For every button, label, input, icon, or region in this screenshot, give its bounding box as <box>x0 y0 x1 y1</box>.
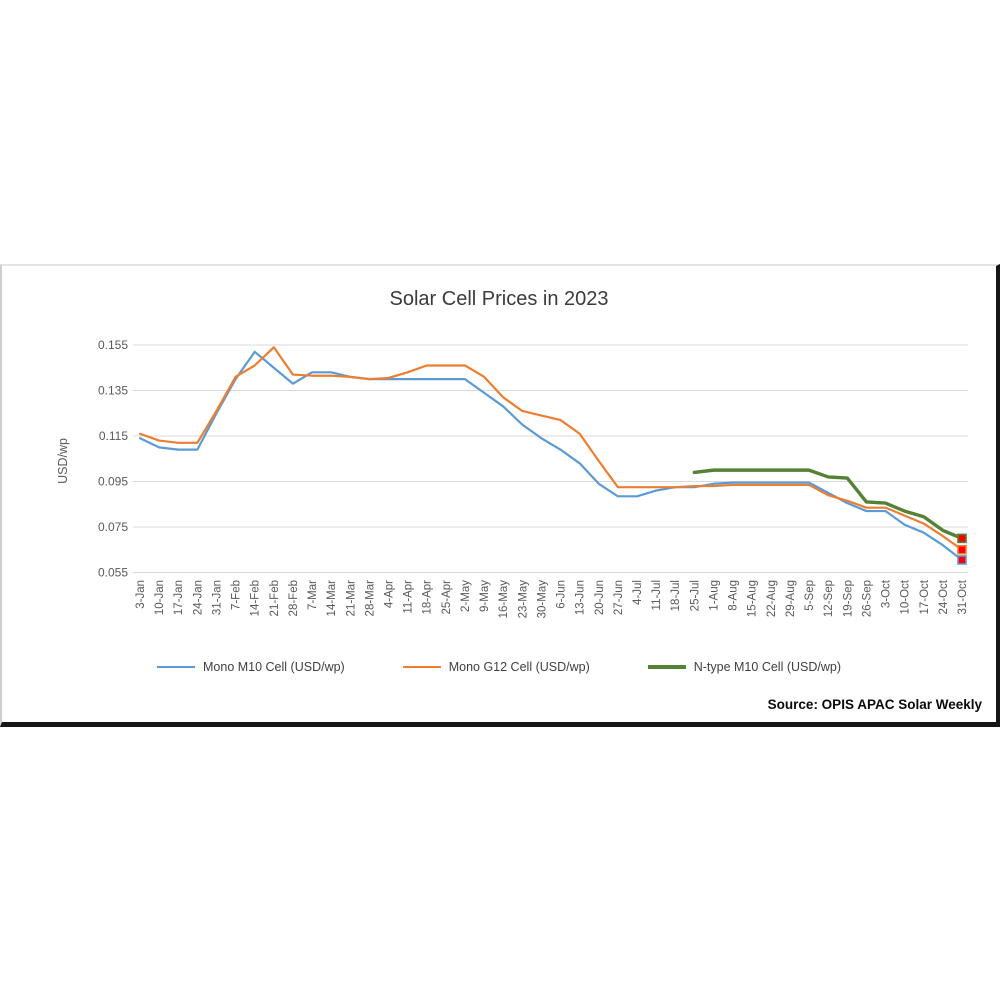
x-tick-label: 10-Jan <box>154 580 166 615</box>
series-end-marker <box>957 544 967 555</box>
series-end-marker <box>957 555 967 565</box>
x-tick-label: 2-May <box>460 580 472 612</box>
y-tick-label: 0.055 <box>98 566 128 580</box>
x-tick-label: 25-Jul <box>689 580 701 611</box>
x-tick-label: 12-Sep <box>823 580 835 617</box>
y-tick-label: 0.095 <box>98 475 128 489</box>
x-tick-label: 18-Jul <box>670 580 682 611</box>
x-tick-label: 16-May <box>498 580 510 619</box>
chart-title: Solar Cell Prices in 2023 <box>389 288 609 310</box>
x-tick-label: 28-Mar <box>364 580 376 617</box>
x-tick-label: 1-Aug <box>708 580 720 611</box>
x-tick-label: 30-May <box>536 580 548 619</box>
x-tick-label: 21-Feb <box>269 580 281 616</box>
legend-line-swatch <box>647 665 686 669</box>
x-tick-label: 6-Jun <box>556 580 568 609</box>
series-line-mono-g12-cell-usd-wp <box>138 346 964 551</box>
x-tick-label: 24-Jan <box>192 580 204 615</box>
y-tick-label: 0.115 <box>99 429 128 443</box>
x-tick-label: 17-Jan <box>173 580 185 615</box>
x-tick-label: 4-Jul <box>632 580 644 605</box>
x-tick-label: 27-Jun <box>613 580 625 615</box>
x-tick-label: 24-Oct <box>938 579 950 614</box>
x-tick-label: 22-Aug <box>766 580 778 617</box>
x-tick-label: 8-Aug <box>728 580 740 611</box>
x-tick-label: 23-May <box>517 580 529 619</box>
x-tick-label: 19-Sep <box>842 580 854 617</box>
chart-plot-canvas: 0.155 0.135 0.115 0.095 0.075 0.055 3-Jan 10-Ja… <box>56 338 969 619</box>
legend-label: Mono G12 Cell (USD/wp) <box>448 660 590 674</box>
legend-line-swatch <box>402 665 441 669</box>
x-tick-label: 31-Jan <box>211 580 223 615</box>
x-tick-label: 28-Feb <box>288 580 300 616</box>
x-tick-label: 11-Jul <box>651 580 663 610</box>
x-tick-label: 9-May <box>479 580 491 612</box>
x-tick-label: 25-Apr <box>441 580 453 615</box>
legend-line-swatch <box>157 665 195 669</box>
legend-item-n-type-m10-cell-usd-wp: N-type M10 Cell (USD/wp) <box>647 660 841 674</box>
x-tick-label: 7-Mar <box>307 580 319 610</box>
x-tick-label: 21-Mar <box>345 580 357 617</box>
x-tick-label: 4-Apr <box>384 580 396 608</box>
series-line-n-type-m10-cell-usd-wp <box>692 468 964 541</box>
chart-legend: Mono M10 Cell (USD/wp) Mono G12 Cell (USD… <box>2 660 996 674</box>
y-axis-title: USD/wp <box>56 438 70 484</box>
x-tick-label: 15-Aug <box>747 580 759 617</box>
x-tick-label: 18-Apr <box>422 580 434 615</box>
x-tick-label: 3-Oct <box>881 579 893 608</box>
legend-label: N-type M10 Cell (USD/wp) <box>693 660 841 674</box>
legend-item-mono-g12-cell-usd-wp: Mono G12 Cell (USD/wp) <box>402 660 590 674</box>
x-tick-label: 5-Sep <box>804 580 816 611</box>
x-tick-label: 13-Jun <box>575 580 587 615</box>
x-tick-label: 26-Sep <box>861 580 873 617</box>
y-tick-label: 0.075 <box>98 520 128 534</box>
y-tick-label: 0.155 <box>98 338 128 352</box>
series-end-marker <box>957 533 967 544</box>
x-tick-label: 7-Feb <box>231 580 243 610</box>
x-tick-label: 14-Mar <box>326 580 338 617</box>
chart-panel: Solar Cell Prices in 2023 0.155 0.135 0.11… <box>0 264 1000 727</box>
x-tick-label: 10-Oct <box>900 579 912 614</box>
x-tick-label: 31-Oct <box>957 579 969 614</box>
source-note: Source: OPIS APAC Solar Weekly <box>767 697 982 712</box>
series-line-mono-m10-cell-usd-wp <box>138 350 964 562</box>
legend-label: Mono M10 Cell (USD/wp) <box>203 660 345 674</box>
x-tick-label: 11-Apr <box>403 580 415 614</box>
x-tick-label: 20-Jun <box>594 580 606 615</box>
x-tick-label: 17-Oct <box>919 579 931 614</box>
legend-item-mono-m10-cell-usd-wp: Mono M10 Cell (USD/wp) <box>157 660 345 674</box>
x-tick-label: 3-Jan <box>135 580 147 609</box>
x-tick-label: 29-Aug <box>785 580 797 617</box>
y-tick-label: 0.135 <box>98 384 128 398</box>
x-tick-label: 14-Feb <box>250 580 262 616</box>
